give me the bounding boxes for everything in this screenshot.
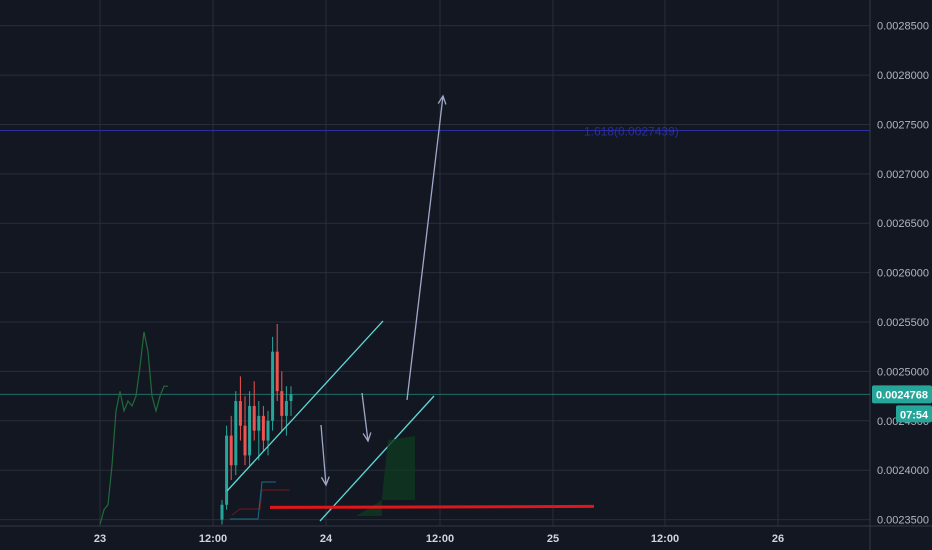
- down-arrow[interactable]: [320, 424, 327, 486]
- y-tick-label: 0.0026500: [877, 218, 929, 230]
- candle-body: [289, 394, 293, 402]
- candle-body: [280, 391, 284, 416]
- support-line[interactable]: [269, 504, 595, 509]
- candle-body: [261, 415, 265, 441]
- fib-extension-label: 1.618(0.0027439): [584, 124, 679, 138]
- candle-body: [271, 351, 275, 421]
- countdown-value: 07:54: [900, 409, 929, 421]
- y-tick-label: 0.0024000: [877, 465, 929, 477]
- x-tick-label: 12:00: [426, 533, 454, 545]
- candle-body: [248, 405, 252, 456]
- y-tick-label: 0.0023500: [877, 515, 929, 527]
- candle-body: [238, 401, 242, 426]
- y-tick-label: 0.0028000: [877, 70, 929, 82]
- candle-body: [229, 435, 233, 466]
- indicator-line: [99, 331, 168, 525]
- candle-body: [243, 425, 247, 456]
- y-tick-label: 0.0026000: [877, 268, 929, 280]
- x-tick-label: 12:00: [651, 533, 679, 545]
- candle-body: [220, 504, 224, 520]
- x-tick-label: 12:00: [199, 533, 227, 545]
- candle-body: [234, 401, 238, 466]
- indicator-lower-line: [230, 481, 276, 520]
- down-arrow[interactable]: [361, 392, 369, 442]
- candle-body: [266, 420, 270, 441]
- x-tick-label: 24: [320, 533, 333, 545]
- x-tick-label: 23: [94, 533, 106, 545]
- last-price-value: 0.0024768: [876, 389, 928, 401]
- up-arrow[interactable]: [406, 95, 444, 401]
- x-tick-label: 26: [772, 533, 784, 545]
- y-tick-label: 0.0028500: [877, 21, 929, 33]
- last-price-tag: [872, 385, 932, 404]
- y-tick-label: 0.0025000: [877, 366, 929, 378]
- candle-body: [225, 435, 229, 505]
- down-arrow-head: [362, 432, 372, 443]
- y-tick-label: 0.0027500: [877, 119, 929, 131]
- y-tick-label: 0.0025500: [877, 317, 929, 329]
- channel-lower-line[interactable]: [319, 395, 435, 522]
- y-tick-label: 0.0027000: [877, 169, 929, 181]
- candle-body: [275, 351, 279, 392]
- candle-body: [252, 405, 256, 431]
- down-arrow-head: [320, 476, 330, 487]
- projection-area: [356, 436, 415, 516]
- indicator-lower-line: [231, 489, 290, 516]
- candle-body: [257, 415, 261, 431]
- candle-body: [284, 401, 288, 416]
- x-tick-label: 25: [547, 533, 559, 545]
- countdown-tag: [896, 405, 932, 423]
- up-arrow-head: [437, 94, 447, 105]
- channel-upper-line[interactable]: [226, 320, 384, 492]
